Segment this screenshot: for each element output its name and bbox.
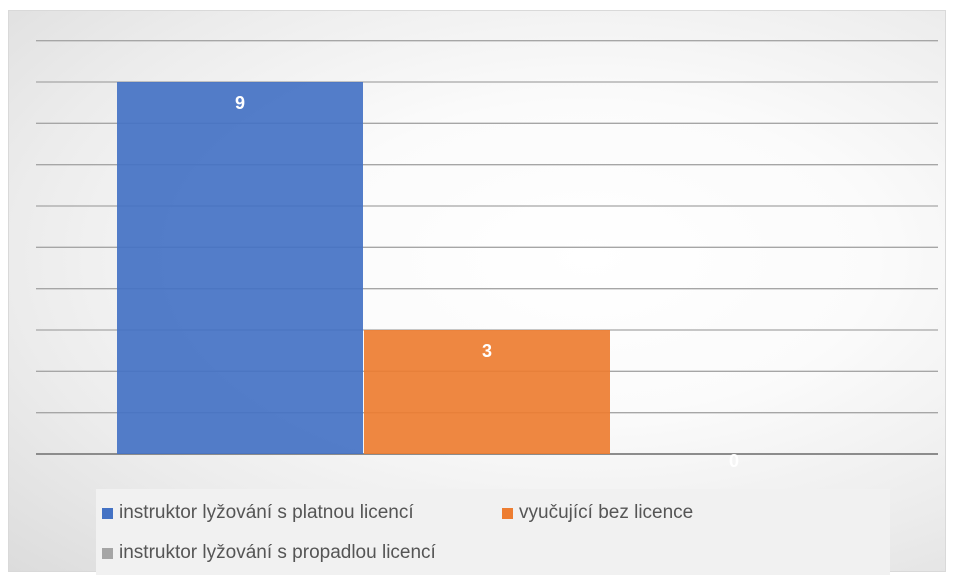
data-label-2: 0 [729,451,739,471]
data-label-1: 3 [482,341,492,361]
legend-item-2: instruktor lyžování s propadlou licencí [102,542,436,564]
legend-label-1: vyučující bez licence [519,502,694,523]
legend-label-0: instruktor lyžování s platnou licencí [119,502,414,523]
plot-area: 9 3 0 [36,40,938,471]
legend-swatch-2 [102,547,113,559]
legend: instruktor lyžování s platnou licencí vy… [96,489,890,575]
data-label-0: 9 [235,93,245,113]
legend-swatch-0 [102,507,113,519]
bar-0 [117,82,363,454]
chart-area: 9 3 0 instruktor lyžování s platnou licenc… [8,10,946,575]
legend-swatch-1 [502,507,513,519]
legend-label-2: instruktor lyžování s propadlou licencí [119,542,436,563]
legend-item-0: instruktor lyžování s platnou licencí [102,502,414,524]
bar-1 [364,330,610,454]
legend-item-1: vyučující bez licence [502,502,693,524]
